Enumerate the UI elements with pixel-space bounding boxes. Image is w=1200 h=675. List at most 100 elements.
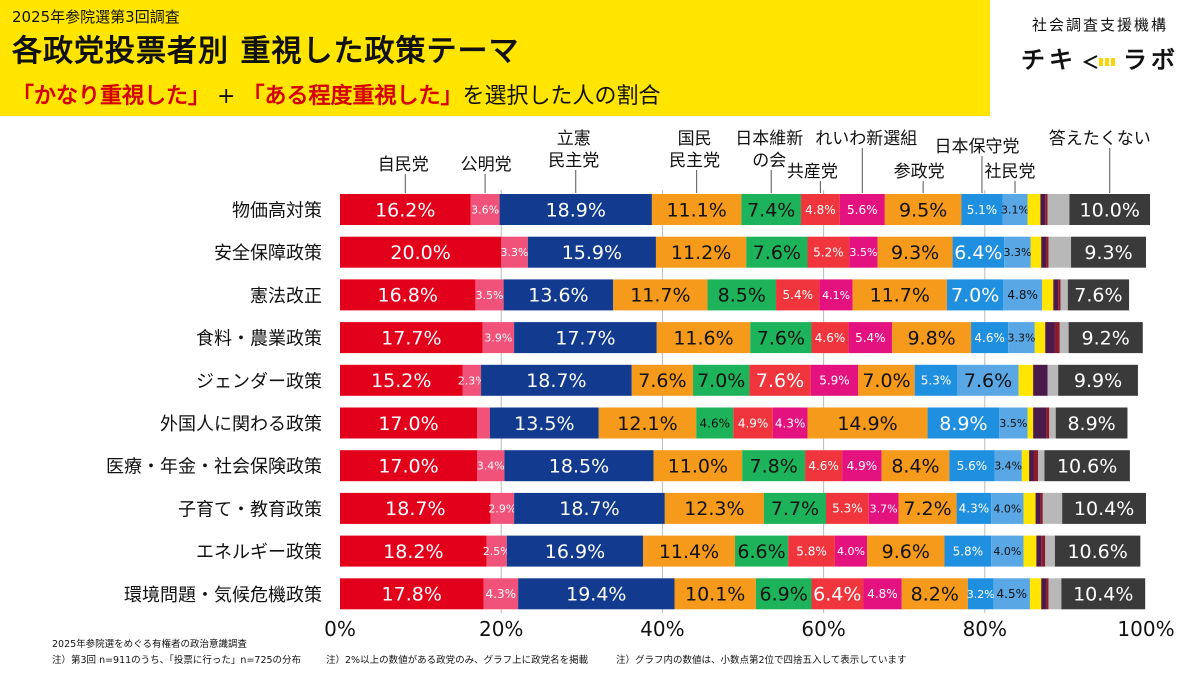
bar-segment <box>848 322 893 354</box>
bar-segment <box>971 322 1009 354</box>
bar-segment <box>340 407 478 439</box>
bar-segment <box>1033 407 1047 439</box>
data-label: 9.3% <box>891 242 939 264</box>
legend-label: 公明党 <box>461 155 512 175</box>
data-label: 3.1% <box>1001 203 1029 216</box>
bar-segment <box>664 492 764 524</box>
data-label: 4.6% <box>974 331 1005 345</box>
bar-segment <box>863 578 902 610</box>
data-label: 7.6% <box>638 370 686 392</box>
bar-segment <box>1033 450 1038 482</box>
data-label: 7.6% <box>757 327 805 349</box>
data-label: 4.1% <box>822 289 850 302</box>
bar-segment <box>1036 535 1042 567</box>
bar-segment <box>462 364 482 396</box>
bar-segment <box>834 535 868 567</box>
bar-segment <box>1067 279 1130 311</box>
bar-segment <box>1048 236 1072 268</box>
bar-segment <box>944 535 992 567</box>
bar-segment <box>1059 322 1069 354</box>
bar-segment <box>1058 279 1061 311</box>
data-label: 9.5% <box>899 199 947 221</box>
bar-segment <box>340 535 487 567</box>
data-label: 3.6% <box>471 203 499 216</box>
data-label: 16.8% <box>378 285 438 307</box>
data-label: 4.3% <box>486 587 517 601</box>
data-label: 3.5% <box>850 246 878 259</box>
data-label: 5.6% <box>847 203 878 217</box>
category-label: 憲法改正 <box>250 285 322 307</box>
data-label: 18.5% <box>549 456 609 478</box>
bar-segment <box>1061 578 1146 610</box>
bar-segment <box>826 492 869 524</box>
bar-segment <box>1021 450 1030 482</box>
data-label: 15.9% <box>562 242 622 264</box>
subtitle-option-b: 「ある程度重視した」 <box>242 84 463 109</box>
bar-segment <box>1060 279 1068 311</box>
legend-label: の会 <box>752 151 786 171</box>
bar-segment <box>811 578 864 610</box>
category-label: 安全保障政策 <box>214 243 322 264</box>
data-label: 8.9% <box>1067 413 1115 435</box>
bar-segment <box>801 194 840 225</box>
bar-segment <box>957 364 1019 396</box>
bar-segment <box>1049 407 1056 439</box>
bar-segment <box>1037 450 1045 482</box>
data-label: 5.9% <box>819 374 850 388</box>
bar-segment <box>1018 364 1034 396</box>
data-label: 4.3% <box>959 502 990 516</box>
bar-segment <box>489 407 599 439</box>
data-label: 9.2% <box>1082 327 1130 349</box>
footer-party-label-note: 注）2%以上の数値がある政党のみ、グラフ上に政党名を掲載 <box>326 655 589 666</box>
data-label: 4.8% <box>1007 288 1038 302</box>
data-label: 3.3% <box>1003 246 1031 259</box>
legend-label: 立憲 <box>557 128 591 149</box>
data-label: 8.4% <box>891 456 939 478</box>
data-label: 11.4% <box>659 541 719 563</box>
bar-segment <box>503 279 614 311</box>
x-tick-label: 40% <box>640 617 684 641</box>
data-label: 7.8% <box>749 456 797 478</box>
data-label: 4.0% <box>837 545 865 558</box>
title-banner: 2025年参院選第3回調査 各政党投票者別 重視した政策テーマ 「かなり重視した… <box>0 0 990 116</box>
data-label: 11.1% <box>666 199 726 221</box>
bar-segment <box>842 450 882 482</box>
bar-segment <box>1055 407 1128 439</box>
bar-segment <box>1033 364 1048 396</box>
data-label: 18.7% <box>559 498 619 520</box>
bar-segment <box>946 279 1004 311</box>
data-label: 14.9% <box>837 413 897 435</box>
data-label: 18.7% <box>526 370 586 392</box>
bar-segment <box>518 578 675 610</box>
bar-segment <box>340 279 476 311</box>
bar-segment <box>1029 450 1034 482</box>
data-label: 6.6% <box>737 541 785 563</box>
data-label: 7.0% <box>951 285 999 307</box>
bar-segment <box>927 407 1000 439</box>
data-label: 16.9% <box>545 541 605 563</box>
bar-segment <box>475 279 504 311</box>
data-label: 6.4% <box>813 584 861 606</box>
chart-title: 各政党投票者別 重視した政策テーマ <box>12 34 520 69</box>
bar-segment <box>482 322 515 354</box>
data-label: 4.0% <box>993 502 1021 515</box>
bar-segment <box>1058 364 1138 396</box>
data-label: 5.8% <box>796 544 827 558</box>
bar-segment <box>1008 322 1035 354</box>
data-label: 4.9% <box>738 416 769 430</box>
legend-label: 答えたくない <box>1049 129 1151 149</box>
bar-segment <box>994 450 1022 482</box>
data-label: 7.4% <box>747 199 795 221</box>
data-label: 9.3% <box>1084 242 1132 264</box>
data-label: 13.5% <box>514 413 574 435</box>
bar-segment <box>1034 322 1046 354</box>
bar-segment <box>1041 236 1047 268</box>
bar-segment <box>514 322 657 354</box>
bar-segment <box>340 194 471 225</box>
data-label: 11.0% <box>668 456 728 478</box>
x-tick-label: 20% <box>479 617 523 641</box>
data-label: 11.7% <box>870 285 930 307</box>
bar-segment <box>741 194 802 225</box>
category-label: 環境問題・気候危機政策 <box>124 585 322 606</box>
bar-segment <box>763 492 827 524</box>
